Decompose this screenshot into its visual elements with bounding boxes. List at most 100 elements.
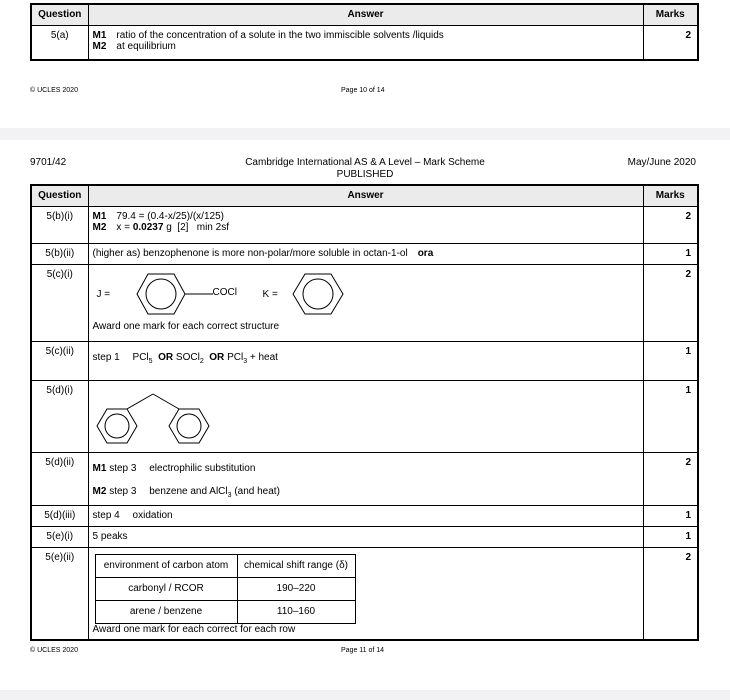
page-11: 9701/42 Cambridge International AS & A L… — [0, 140, 730, 690]
answer-cell: M1 ratio of the concentration of a solute… — [87, 24, 644, 61]
acyl-chloride-group: COCl — [212, 286, 237, 298]
ora-label: ora — [417, 247, 434, 259]
step-label: step 3 — [109, 462, 137, 474]
question-cell: 5(d)(iii) — [30, 504, 89, 527]
answer-cell — [87, 379, 644, 453]
question-header: Question — [30, 3, 89, 26]
range-cell: 190–220 — [236, 576, 356, 601]
question-cell: 5(c)(ii) — [30, 340, 89, 381]
question-cell: 5(d)(i) — [30, 379, 89, 453]
shift-header: chemical shift range (δ) — [236, 553, 356, 578]
table-row: 5(c)(i) J = COCl K = Award one mark for … — [30, 263, 699, 342]
question-cell: 5(d)(ii) — [30, 451, 89, 506]
m2-value: 0.0237 — [132, 221, 164, 233]
question-cell: 5(b)(i) — [30, 205, 89, 244]
reagent-pcl5: PCl — [132, 351, 149, 363]
reagent-socl2: SOCl — [175, 351, 200, 363]
m1-label: M1 — [92, 462, 107, 474]
marks-cell: 1 — [642, 525, 699, 548]
document-subtitle: PUBLISHED — [336, 169, 394, 180]
j-label: J = — [96, 288, 111, 300]
subscript: 2 — [199, 357, 204, 365]
m2-text: at equilibrium — [116, 40, 176, 52]
m2-text: benzene and AlCl — [149, 485, 228, 497]
marks-cell: 1 — [642, 504, 699, 527]
m2-post: g [2] min 2sf — [166, 221, 229, 233]
answer-cell: step 1 PCl5 OR SOCl2 OR PCl3 + heat — [87, 340, 644, 381]
answer-cell: M1 step 3 electrophilic substitution M2 s… — [87, 451, 644, 506]
answer-cell: environment of carbon atom chemical shift… — [87, 546, 644, 640]
shift-row: carbonyl / RCOR 190–220 — [94, 576, 356, 601]
m1-text: 79.4 = (0.4-x/25)/(x/125) — [116, 210, 224, 222]
m2-pre: x = — [116, 221, 131, 233]
answer-cell: 5 peaks — [87, 525, 644, 548]
award-note: Award one mark for each correct for each… — [92, 623, 296, 635]
step-label: step 3 — [109, 485, 137, 497]
answer-header: Answer — [87, 184, 644, 207]
m1-label: M1 — [92, 29, 107, 41]
table-row: 5(d)(i) 1 — [30, 379, 699, 453]
mark-scheme-table: Question Answer Marks 5(a) M1 ratio of the … — [30, 3, 699, 61]
shift-row: arene / benzene 110–160 — [94, 599, 356, 624]
mark-scheme-table: Question Answer Marks 5(b)(i) M1 79.4 = (0.… — [30, 184, 699, 641]
award-note: Award one mark for each correct structur… — [92, 320, 280, 332]
answer-cell: M1 79.4 = (0.4-x/25)/(x/125) M2 x = 0.0237 … — [87, 205, 644, 244]
table-row: 5(b)(i) M1 79.4 = (0.4-x/25)/(x/125) M2 x =… — [30, 205, 699, 244]
question-cell: 5(a) — [30, 24, 89, 61]
footer-page: Page 11 of 14 — [341, 647, 385, 654]
table-row: 5(a) M1 ratio of the concentration of a s… — [30, 24, 699, 61]
subscript: 3 — [227, 491, 232, 499]
marks-cell: 1 — [642, 340, 699, 381]
marks-cell: 2 — [642, 263, 699, 342]
chemical-shift-table: environment of carbon atom chemical shift… — [94, 553, 356, 624]
document-title: Cambridge International AS & A Level – M… — [245, 157, 485, 168]
range-cell: 110–160 — [236, 599, 356, 624]
table-row: 5(d)(ii) M1 step 3 electrophilic substit… — [30, 451, 699, 506]
table-row: 5(e)(ii) environment of carbon atom chemi… — [30, 546, 699, 640]
reagent-pcl3: PCl — [227, 351, 244, 363]
answer-cell: J = COCl K = Award one mark for each cor… — [87, 263, 644, 342]
diphenylmethane-structure-icon — [95, 393, 210, 443]
question-cell: 5(c)(i) — [30, 263, 89, 342]
table-row: 5(e)(i) 5 peaks 1 — [30, 525, 699, 548]
answer-header: Answer — [87, 3, 644, 26]
k-label: K = — [262, 288, 278, 300]
question-cell: 5(b)(ii) — [30, 242, 89, 265]
m2-label: M2 — [92, 221, 107, 233]
m1-text: ratio of the concentration of a solute i… — [116, 29, 444, 41]
env-cell: arene / benzene — [94, 599, 238, 624]
or-label: OR — [209, 351, 225, 363]
benzene-ring-k-icon — [291, 273, 344, 314]
answer-text: (higher as) benzophenone is more non-pol… — [92, 247, 408, 259]
session: May/June 2020 — [627, 157, 696, 168]
env-cell: carbonyl / RCOR — [94, 576, 238, 601]
marks-cell: 2 — [642, 546, 699, 640]
answer-text: oxidation — [132, 509, 173, 521]
table-row: 5(c)(ii) step 1 PCl5 OR SOCl2 OR PCl3 + … — [30, 340, 699, 381]
m2-label: M2 — [92, 40, 107, 52]
table-row: 5(d)(iii) step 4 oxidation 1 — [30, 504, 699, 527]
page-10: Question Answer Marks 5(a) M1 ratio of the … — [0, 0, 730, 128]
footer-copyright: © UCLES 2020 — [30, 87, 78, 94]
table-row: 5(b)(ii) (higher as) benzophenone is mor… — [30, 242, 699, 265]
marks-header: Marks — [642, 3, 699, 26]
or-label: OR — [158, 351, 174, 363]
footer-copyright: © UCLES 2020 — [30, 647, 78, 654]
step-label: step 1 — [92, 351, 120, 363]
question-cell: 5(e)(ii) — [30, 546, 89, 640]
paper-code: 9701/42 — [30, 157, 67, 168]
footer-page: Page 10 of 14 — [341, 87, 385, 94]
heat-text: + heat — [249, 351, 278, 363]
subscript: 3 — [243, 357, 248, 365]
answer-cell: (higher as) benzophenone is more non-pol… — [87, 242, 644, 265]
marks-cell: 1 — [642, 379, 699, 453]
marks-cell: 2 — [642, 451, 699, 506]
marks-header: Marks — [642, 184, 699, 207]
m1-label: M1 — [92, 210, 107, 222]
marks-cell: 2 — [642, 24, 699, 61]
marks-cell: 1 — [642, 242, 699, 265]
answer-cell: step 4 oxidation — [87, 504, 644, 527]
benzene-ring-j-icon — [135, 273, 213, 314]
m1-text: electrophilic substitution — [149, 462, 256, 474]
question-header: Question — [30, 184, 89, 207]
